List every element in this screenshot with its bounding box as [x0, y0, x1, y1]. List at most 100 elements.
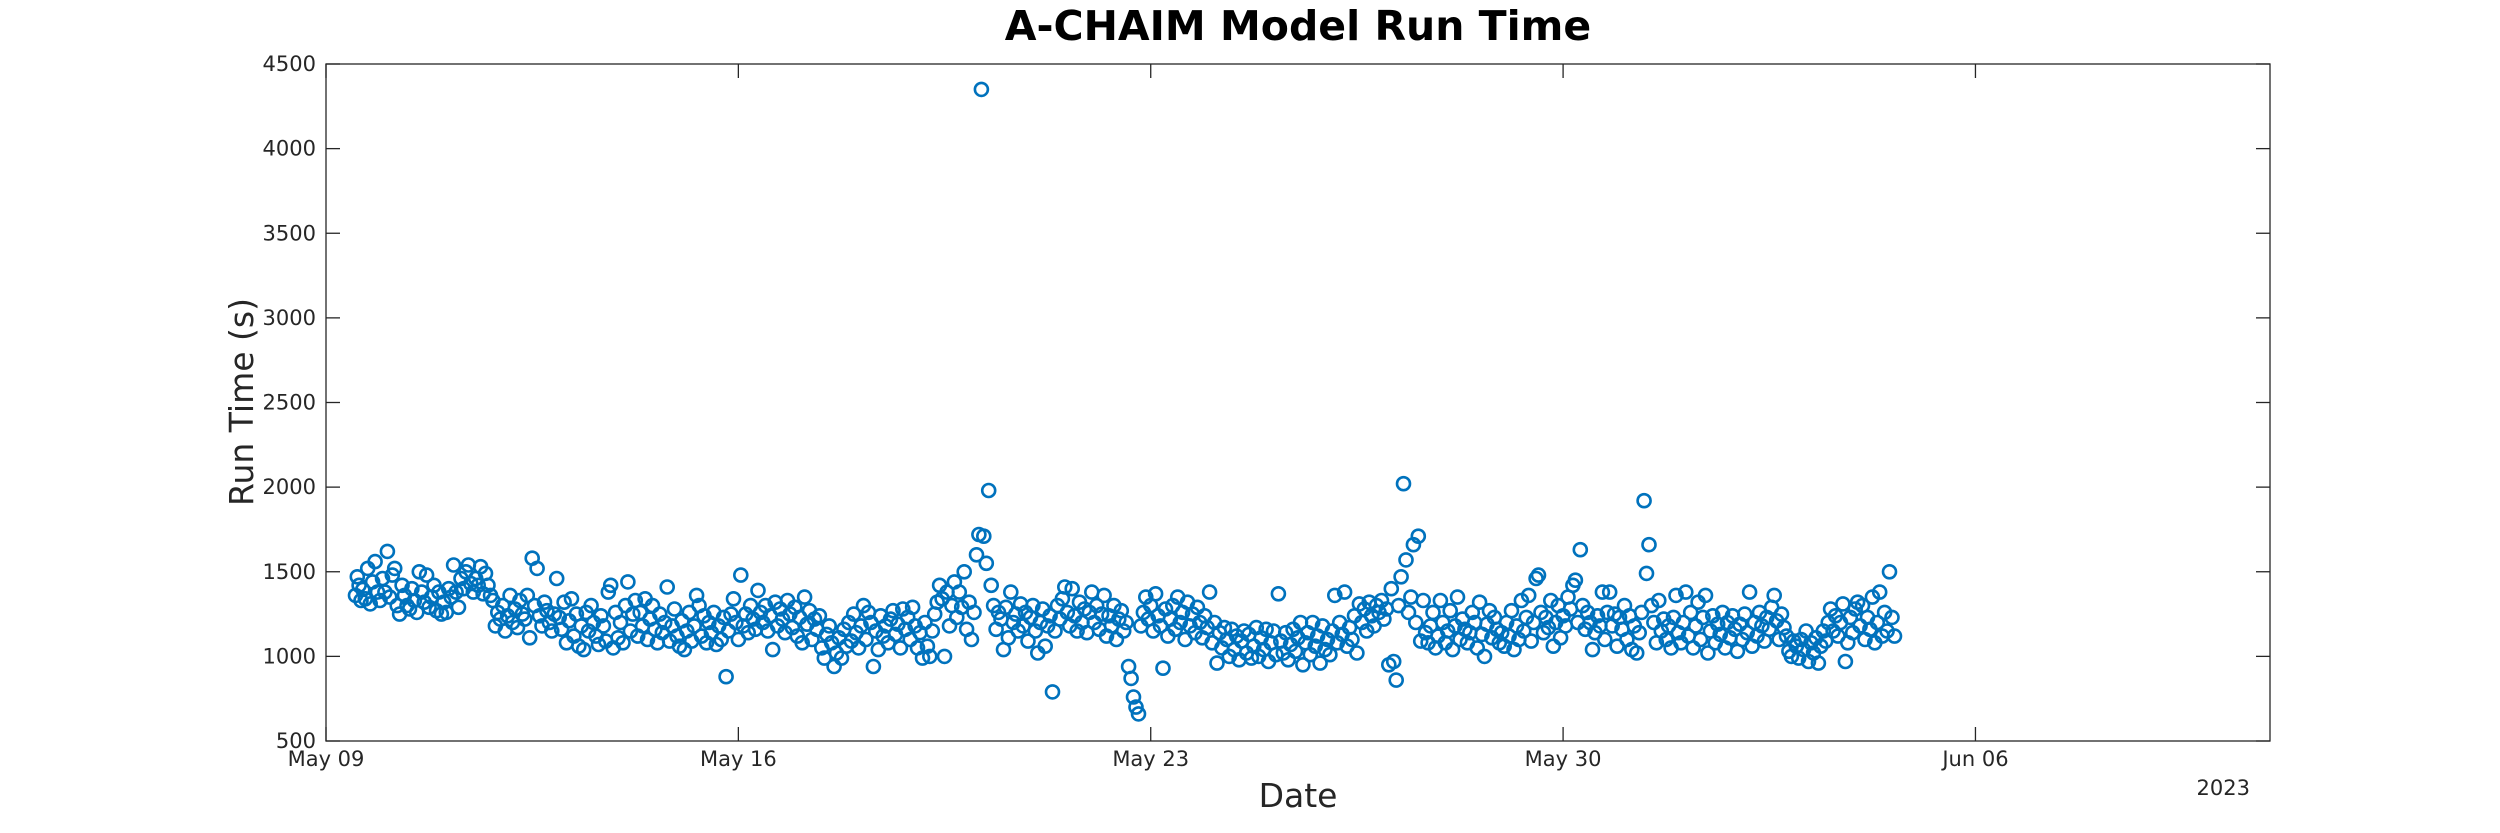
data-point — [1545, 638, 1562, 655]
data-point — [1523, 633, 1539, 649]
data-point — [921, 648, 938, 665]
data-point — [1712, 626, 1728, 643]
data-point — [1881, 563, 1898, 580]
data-point — [1403, 589, 1419, 605]
data-point — [1871, 584, 1888, 600]
data-point — [794, 634, 811, 651]
data-point — [1700, 645, 1716, 661]
data-point — [639, 631, 656, 648]
data-point — [1628, 645, 1645, 661]
data-point — [600, 584, 617, 600]
data-point — [1695, 609, 1711, 626]
data-point — [1685, 640, 1701, 656]
data-point — [845, 606, 862, 622]
chart-title: A-CHAIM Model Run Time — [1005, 2, 1591, 50]
data-point — [354, 581, 371, 598]
data-point — [656, 614, 673, 631]
data-point — [1471, 594, 1488, 611]
data-point — [379, 543, 396, 560]
data-point — [1410, 528, 1427, 545]
data-point — [367, 553, 383, 570]
data-point — [1388, 672, 1404, 688]
data-point — [595, 618, 612, 634]
data-point — [362, 596, 379, 612]
data-point — [725, 590, 742, 607]
data-point — [1336, 584, 1353, 600]
data-point — [450, 599, 467, 616]
data-point — [1442, 602, 1458, 619]
data-point — [445, 557, 462, 573]
data-point — [919, 638, 936, 655]
data-point — [1400, 604, 1417, 621]
data-point — [1697, 587, 1714, 604]
data-point — [593, 607, 609, 624]
data-point — [1344, 631, 1360, 648]
data-point — [963, 631, 980, 648]
data-point — [1776, 619, 1792, 636]
data-point — [1201, 584, 1218, 600]
data-point — [978, 555, 995, 572]
data-point — [980, 482, 997, 499]
data-point — [516, 611, 533, 627]
data-point — [384, 567, 401, 583]
data-point — [1349, 645, 1365, 661]
data-point — [1476, 648, 1493, 665]
data-point — [1869, 614, 1886, 631]
data-point — [1464, 604, 1481, 621]
data-point — [1385, 653, 1402, 670]
data-point — [1393, 568, 1409, 585]
data-point — [1584, 641, 1601, 658]
data-point — [1125, 689, 1142, 705]
data-points — [347, 81, 1903, 722]
data-point — [1037, 638, 1053, 655]
x-tick-label: May 30 — [1525, 747, 1602, 771]
data-point — [386, 560, 403, 577]
data-point — [941, 618, 958, 634]
data-point — [1636, 492, 1652, 509]
data-point — [602, 577, 619, 594]
data-point — [1449, 589, 1466, 605]
x-tick-label: May 09 — [288, 747, 365, 771]
y-tick-label: 1500 — [263, 560, 316, 584]
data-point — [1209, 655, 1225, 671]
data-point — [1304, 614, 1321, 631]
data-point — [1395, 475, 1412, 492]
data-point — [1312, 655, 1328, 671]
data-point — [575, 641, 592, 658]
data-point — [659, 579, 676, 595]
data-point — [1128, 699, 1144, 715]
y-axis-label: Run Time (s) — [222, 298, 261, 506]
data-point — [811, 607, 828, 624]
data-point — [740, 624, 757, 641]
data-point — [480, 577, 496, 594]
data-point — [1383, 580, 1400, 597]
data-point — [612, 614, 629, 631]
data-point — [521, 629, 538, 646]
data-point — [1739, 624, 1755, 641]
x-axis-label: Date — [1259, 776, 1338, 815]
data-point — [1057, 579, 1073, 595]
data-point — [563, 590, 580, 607]
y-tick-label: 4500 — [263, 52, 316, 76]
data-point — [1589, 607, 1606, 624]
data-point — [718, 668, 734, 685]
data-point — [1530, 567, 1547, 583]
y-tick-label: 3000 — [263, 306, 316, 330]
data-point — [543, 623, 560, 639]
data-point — [892, 640, 909, 656]
data-point — [418, 567, 435, 583]
data-point — [1687, 618, 1704, 634]
data-point — [966, 604, 982, 621]
data-point — [1084, 584, 1100, 600]
y-tick-label: 500 — [276, 729, 316, 753]
data-point — [1115, 623, 1132, 639]
data-point — [1736, 606, 1753, 622]
data-point — [796, 589, 813, 605]
data-point — [1847, 601, 1863, 617]
data-point — [1093, 606, 1110, 622]
data-point — [1631, 624, 1647, 641]
y-tick-label: 1000 — [263, 644, 316, 668]
y-tick-label: 3500 — [263, 221, 316, 245]
data-point — [1572, 541, 1589, 558]
data-point — [666, 601, 683, 617]
